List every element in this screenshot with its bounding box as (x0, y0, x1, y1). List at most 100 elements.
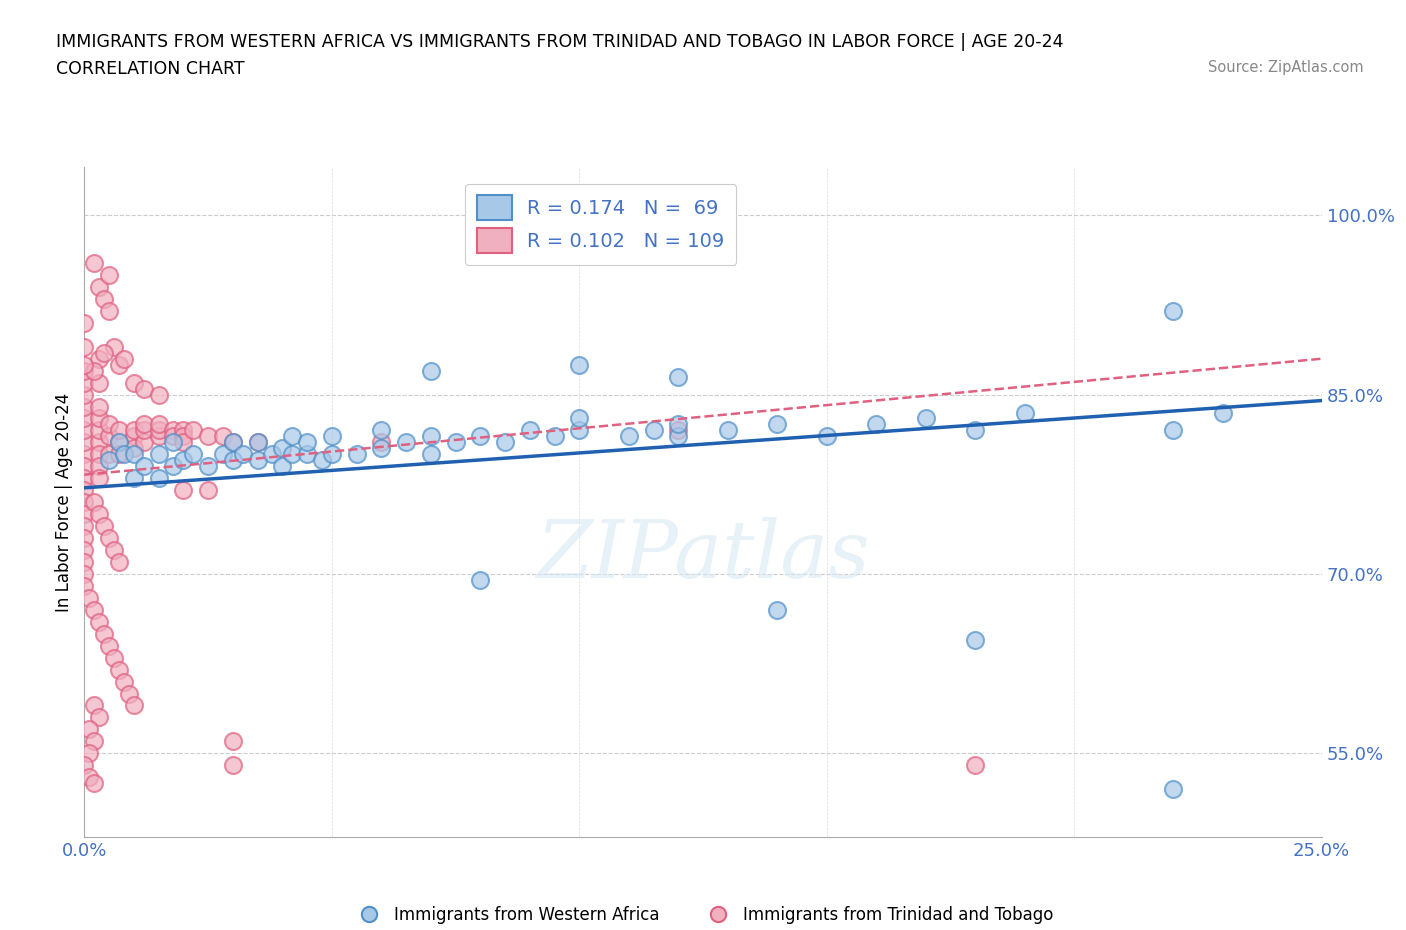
Point (89, 507, 111, 522)
Point (73, 758, 96, 773)
Point (865, 417, 887, 432)
Point (98, 453, 121, 468)
Point (1212, 405, 1234, 420)
Y-axis label: In Labor Force | Age 20-24: In Labor Force | Age 20-24 (55, 392, 73, 612)
Point (311, 453, 333, 468)
Point (98, 429, 121, 444)
Point (89, 710, 111, 724)
Point (73, 435, 96, 450)
Point (222, 435, 245, 450)
Point (617, 429, 640, 444)
Point (112, 447, 135, 462)
Point (83, 776, 105, 790)
Point (419, 429, 441, 444)
Point (222, 758, 245, 773)
Point (295, 447, 318, 462)
Point (103, 339, 125, 354)
Point (246, 435, 269, 450)
Point (79, 746, 101, 761)
Point (197, 483, 219, 498)
Point (98, 268, 121, 283)
Point (246, 453, 269, 468)
Point (108, 423, 131, 438)
Point (246, 435, 269, 450)
Point (212, 429, 235, 444)
Point (89, 399, 111, 414)
Point (122, 429, 145, 444)
Point (181, 423, 204, 438)
Point (172, 429, 194, 444)
Point (122, 375, 145, 390)
Point (172, 435, 194, 450)
Point (281, 447, 304, 462)
Point (98, 638, 121, 653)
Point (197, 458, 219, 473)
Point (73, 578, 96, 593)
Point (89, 615, 111, 630)
Point (666, 423, 689, 438)
Point (232, 447, 254, 462)
Point (370, 435, 392, 450)
Text: ZIPatlas: ZIPatlas (536, 517, 870, 594)
Point (766, 603, 789, 618)
Point (172, 423, 194, 438)
Point (73, 399, 96, 414)
Point (98, 447, 121, 462)
Point (122, 423, 145, 438)
Point (89, 423, 111, 438)
Point (93, 626, 115, 641)
Point (148, 387, 170, 402)
Text: CORRELATION CHART: CORRELATION CHART (56, 60, 245, 78)
Point (89, 447, 111, 462)
Point (83, 603, 105, 618)
Point (93, 519, 115, 534)
Point (122, 471, 145, 485)
Point (132, 423, 155, 438)
Point (73, 423, 96, 438)
Point (262, 447, 284, 462)
Point (73, 387, 96, 402)
Point (717, 423, 740, 438)
Point (108, 435, 131, 450)
Point (89, 352, 111, 366)
Point (494, 435, 516, 450)
Point (965, 423, 987, 438)
Point (666, 417, 689, 432)
Point (370, 423, 392, 438)
Point (148, 447, 170, 462)
Point (98, 303, 121, 318)
Point (83, 734, 105, 749)
Point (83, 256, 105, 271)
Point (89, 435, 111, 450)
Point (543, 429, 565, 444)
Point (122, 441, 145, 456)
Point (666, 429, 689, 444)
Point (395, 435, 418, 450)
Point (83, 495, 105, 510)
Point (470, 429, 492, 444)
Point (162, 429, 184, 444)
Point (89, 375, 111, 390)
Point (181, 447, 204, 462)
Point (103, 650, 125, 665)
Point (444, 435, 467, 450)
Point (271, 441, 294, 456)
Point (93, 291, 115, 306)
Point (112, 352, 135, 366)
Point (118, 686, 141, 701)
Legend: Immigrants from Western Africa, Immigrants from Trinidad and Tobago: Immigrants from Western Africa, Immigran… (346, 899, 1060, 930)
Point (295, 435, 318, 450)
Point (519, 423, 541, 438)
Point (148, 417, 170, 432)
Point (568, 411, 591, 426)
Point (122, 447, 145, 462)
Point (83, 698, 105, 713)
Point (419, 364, 441, 379)
Point (132, 417, 155, 432)
Point (1161, 782, 1184, 797)
Point (73, 447, 96, 462)
Point (148, 423, 170, 438)
Point (370, 441, 392, 456)
Point (281, 429, 304, 444)
Point (73, 411, 96, 426)
